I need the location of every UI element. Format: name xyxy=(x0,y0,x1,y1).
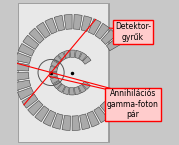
Wedge shape xyxy=(14,62,29,71)
Wedge shape xyxy=(29,28,44,43)
Wedge shape xyxy=(43,110,56,126)
Wedge shape xyxy=(69,88,74,95)
Wedge shape xyxy=(106,37,122,51)
Wedge shape xyxy=(54,15,65,31)
Wedge shape xyxy=(57,84,65,93)
Text: Detektor-
gyrűk: Detektor- gyrűk xyxy=(115,22,151,42)
Wedge shape xyxy=(15,53,31,64)
Wedge shape xyxy=(18,44,34,56)
Wedge shape xyxy=(80,114,90,130)
Wedge shape xyxy=(36,22,50,38)
Wedge shape xyxy=(94,107,108,123)
Wedge shape xyxy=(54,56,62,64)
Wedge shape xyxy=(62,115,71,130)
Wedge shape xyxy=(74,14,82,30)
Wedge shape xyxy=(78,84,86,93)
Wedge shape xyxy=(81,16,92,32)
Wedge shape xyxy=(100,102,115,117)
Wedge shape xyxy=(51,60,59,68)
Wedge shape xyxy=(74,87,81,95)
Wedge shape xyxy=(45,18,57,34)
Text: Annihilációs
gamma-foton
pár: Annihilációs gamma-foton pár xyxy=(107,89,159,119)
Wedge shape xyxy=(50,72,57,78)
Wedge shape xyxy=(52,113,63,129)
Wedge shape xyxy=(70,50,75,57)
Wedge shape xyxy=(75,50,81,59)
Wedge shape xyxy=(22,94,38,108)
Wedge shape xyxy=(64,14,72,29)
Wedge shape xyxy=(53,81,62,89)
Wedge shape xyxy=(15,80,31,90)
Wedge shape xyxy=(95,23,109,39)
Wedge shape xyxy=(50,77,59,84)
Wedge shape xyxy=(50,66,57,72)
Wedge shape xyxy=(58,52,66,61)
Wedge shape xyxy=(105,96,121,110)
Wedge shape xyxy=(72,116,80,130)
Wedge shape xyxy=(64,50,70,58)
Wedge shape xyxy=(14,72,29,81)
Wedge shape xyxy=(88,19,101,35)
Wedge shape xyxy=(18,87,34,100)
Wedge shape xyxy=(83,56,91,64)
Wedge shape xyxy=(63,86,69,95)
Wedge shape xyxy=(23,35,39,49)
Wedge shape xyxy=(28,100,43,116)
Wedge shape xyxy=(82,81,90,89)
Wedge shape xyxy=(35,106,49,122)
Wedge shape xyxy=(87,111,99,127)
Wedge shape xyxy=(79,52,87,61)
Wedge shape xyxy=(101,29,117,45)
FancyBboxPatch shape xyxy=(18,3,108,142)
